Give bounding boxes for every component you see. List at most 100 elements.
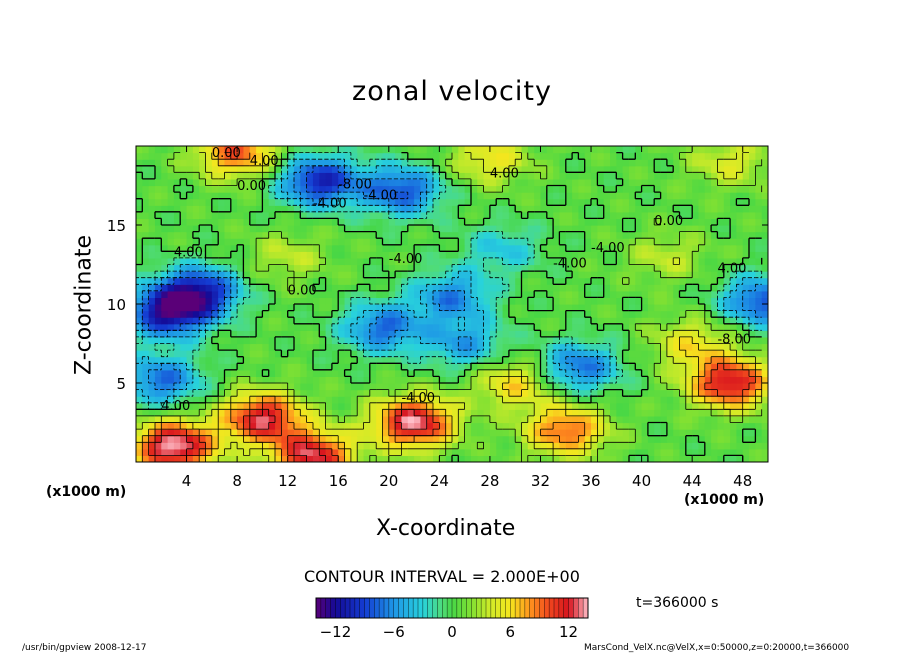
field-cell	[325, 369, 333, 378]
field-cell	[237, 297, 245, 305]
field-cell	[622, 211, 630, 220]
field-cell	[591, 376, 598, 384]
field-cell	[268, 383, 276, 391]
field-cell	[622, 422, 630, 430]
field-cell	[616, 422, 624, 430]
field-cell	[553, 356, 561, 364]
colorbar-segment	[379, 598, 385, 618]
field-cell	[534, 363, 542, 371]
field-cell	[464, 363, 472, 371]
field-cell	[647, 159, 655, 167]
field-cell	[344, 211, 352, 220]
field-cell	[262, 415, 270, 424]
field-cell	[635, 350, 643, 358]
field-cell	[679, 225, 687, 233]
field-cell	[464, 284, 472, 292]
field-cell	[420, 435, 428, 443]
field-cell	[723, 336, 731, 345]
field-cell	[730, 376, 737, 384]
field-cell	[711, 343, 719, 351]
field-cell	[723, 251, 731, 259]
field-cell	[230, 198, 238, 206]
field-cell	[723, 369, 731, 378]
field-cell	[142, 448, 150, 457]
field-cell	[578, 323, 586, 331]
field-cell	[654, 165, 662, 173]
field-cell	[306, 363, 314, 371]
field-cell	[312, 297, 320, 305]
field-cell	[426, 159, 434, 167]
field-cell	[237, 415, 245, 424]
field-cell	[199, 402, 207, 410]
field-cell	[281, 257, 289, 266]
field-cell	[407, 402, 415, 410]
field-cell	[553, 277, 561, 285]
field-cell	[230, 389, 238, 397]
colorbar-segment	[422, 598, 429, 618]
field-cell	[565, 238, 573, 246]
field-cell	[312, 435, 320, 443]
field-cell	[666, 442, 674, 450]
field-cell	[559, 178, 567, 187]
field-cell	[591, 435, 598, 443]
field-cell	[565, 356, 573, 364]
field-cell	[572, 323, 579, 331]
field-cell	[660, 415, 668, 424]
colorbar-segment	[369, 598, 375, 618]
field-cell	[723, 396, 731, 404]
field-cell	[635, 238, 643, 246]
field-cell	[565, 211, 573, 220]
field-cell	[521, 448, 529, 457]
field-cell	[635, 244, 643, 252]
field-cell	[742, 415, 750, 424]
field-cell	[445, 211, 453, 220]
field-cell	[142, 435, 150, 443]
field-cell	[281, 383, 289, 391]
field-cell	[388, 178, 396, 187]
contour-label: -4.00	[389, 252, 423, 267]
field-cell	[300, 264, 308, 272]
field-cell	[142, 369, 150, 378]
field-cell	[192, 435, 200, 443]
field-cell	[755, 455, 763, 462]
field-cell	[414, 448, 421, 457]
field-cell	[243, 271, 251, 279]
field-cell	[553, 304, 561, 312]
field-cell	[243, 264, 251, 272]
field-cell	[742, 185, 750, 193]
field-cell	[452, 290, 459, 299]
field-cell	[287, 277, 295, 285]
field-cell	[470, 369, 478, 378]
field-cell	[742, 244, 750, 252]
field-cell	[363, 152, 371, 160]
field-cell	[230, 369, 238, 378]
field-cell	[287, 146, 295, 154]
field-cell	[420, 317, 428, 325]
field-cell	[357, 396, 365, 404]
field-cell	[597, 257, 605, 266]
field-cell	[154, 376, 162, 384]
field-cell	[300, 363, 308, 371]
field-cell	[331, 376, 339, 384]
field-cell	[578, 389, 586, 397]
field-cell	[136, 429, 143, 437]
field-cell	[407, 205, 415, 213]
field-cell	[711, 251, 719, 259]
field-cell	[319, 343, 327, 351]
field-cell	[237, 244, 245, 252]
field-cell	[521, 310, 529, 318]
field-cell	[199, 277, 207, 285]
field-cell	[268, 336, 276, 345]
field-cell	[136, 185, 143, 193]
field-cell	[350, 185, 358, 193]
field-cell	[521, 330, 529, 338]
field-cell	[218, 363, 226, 371]
field-cell	[666, 297, 674, 305]
field-cell	[717, 264, 725, 272]
field-cell	[679, 218, 687, 226]
field-cell	[382, 435, 390, 443]
colorbar-segment	[529, 598, 535, 618]
field-cell	[331, 205, 339, 213]
field-cell	[420, 448, 428, 457]
field-cell	[281, 192, 289, 200]
